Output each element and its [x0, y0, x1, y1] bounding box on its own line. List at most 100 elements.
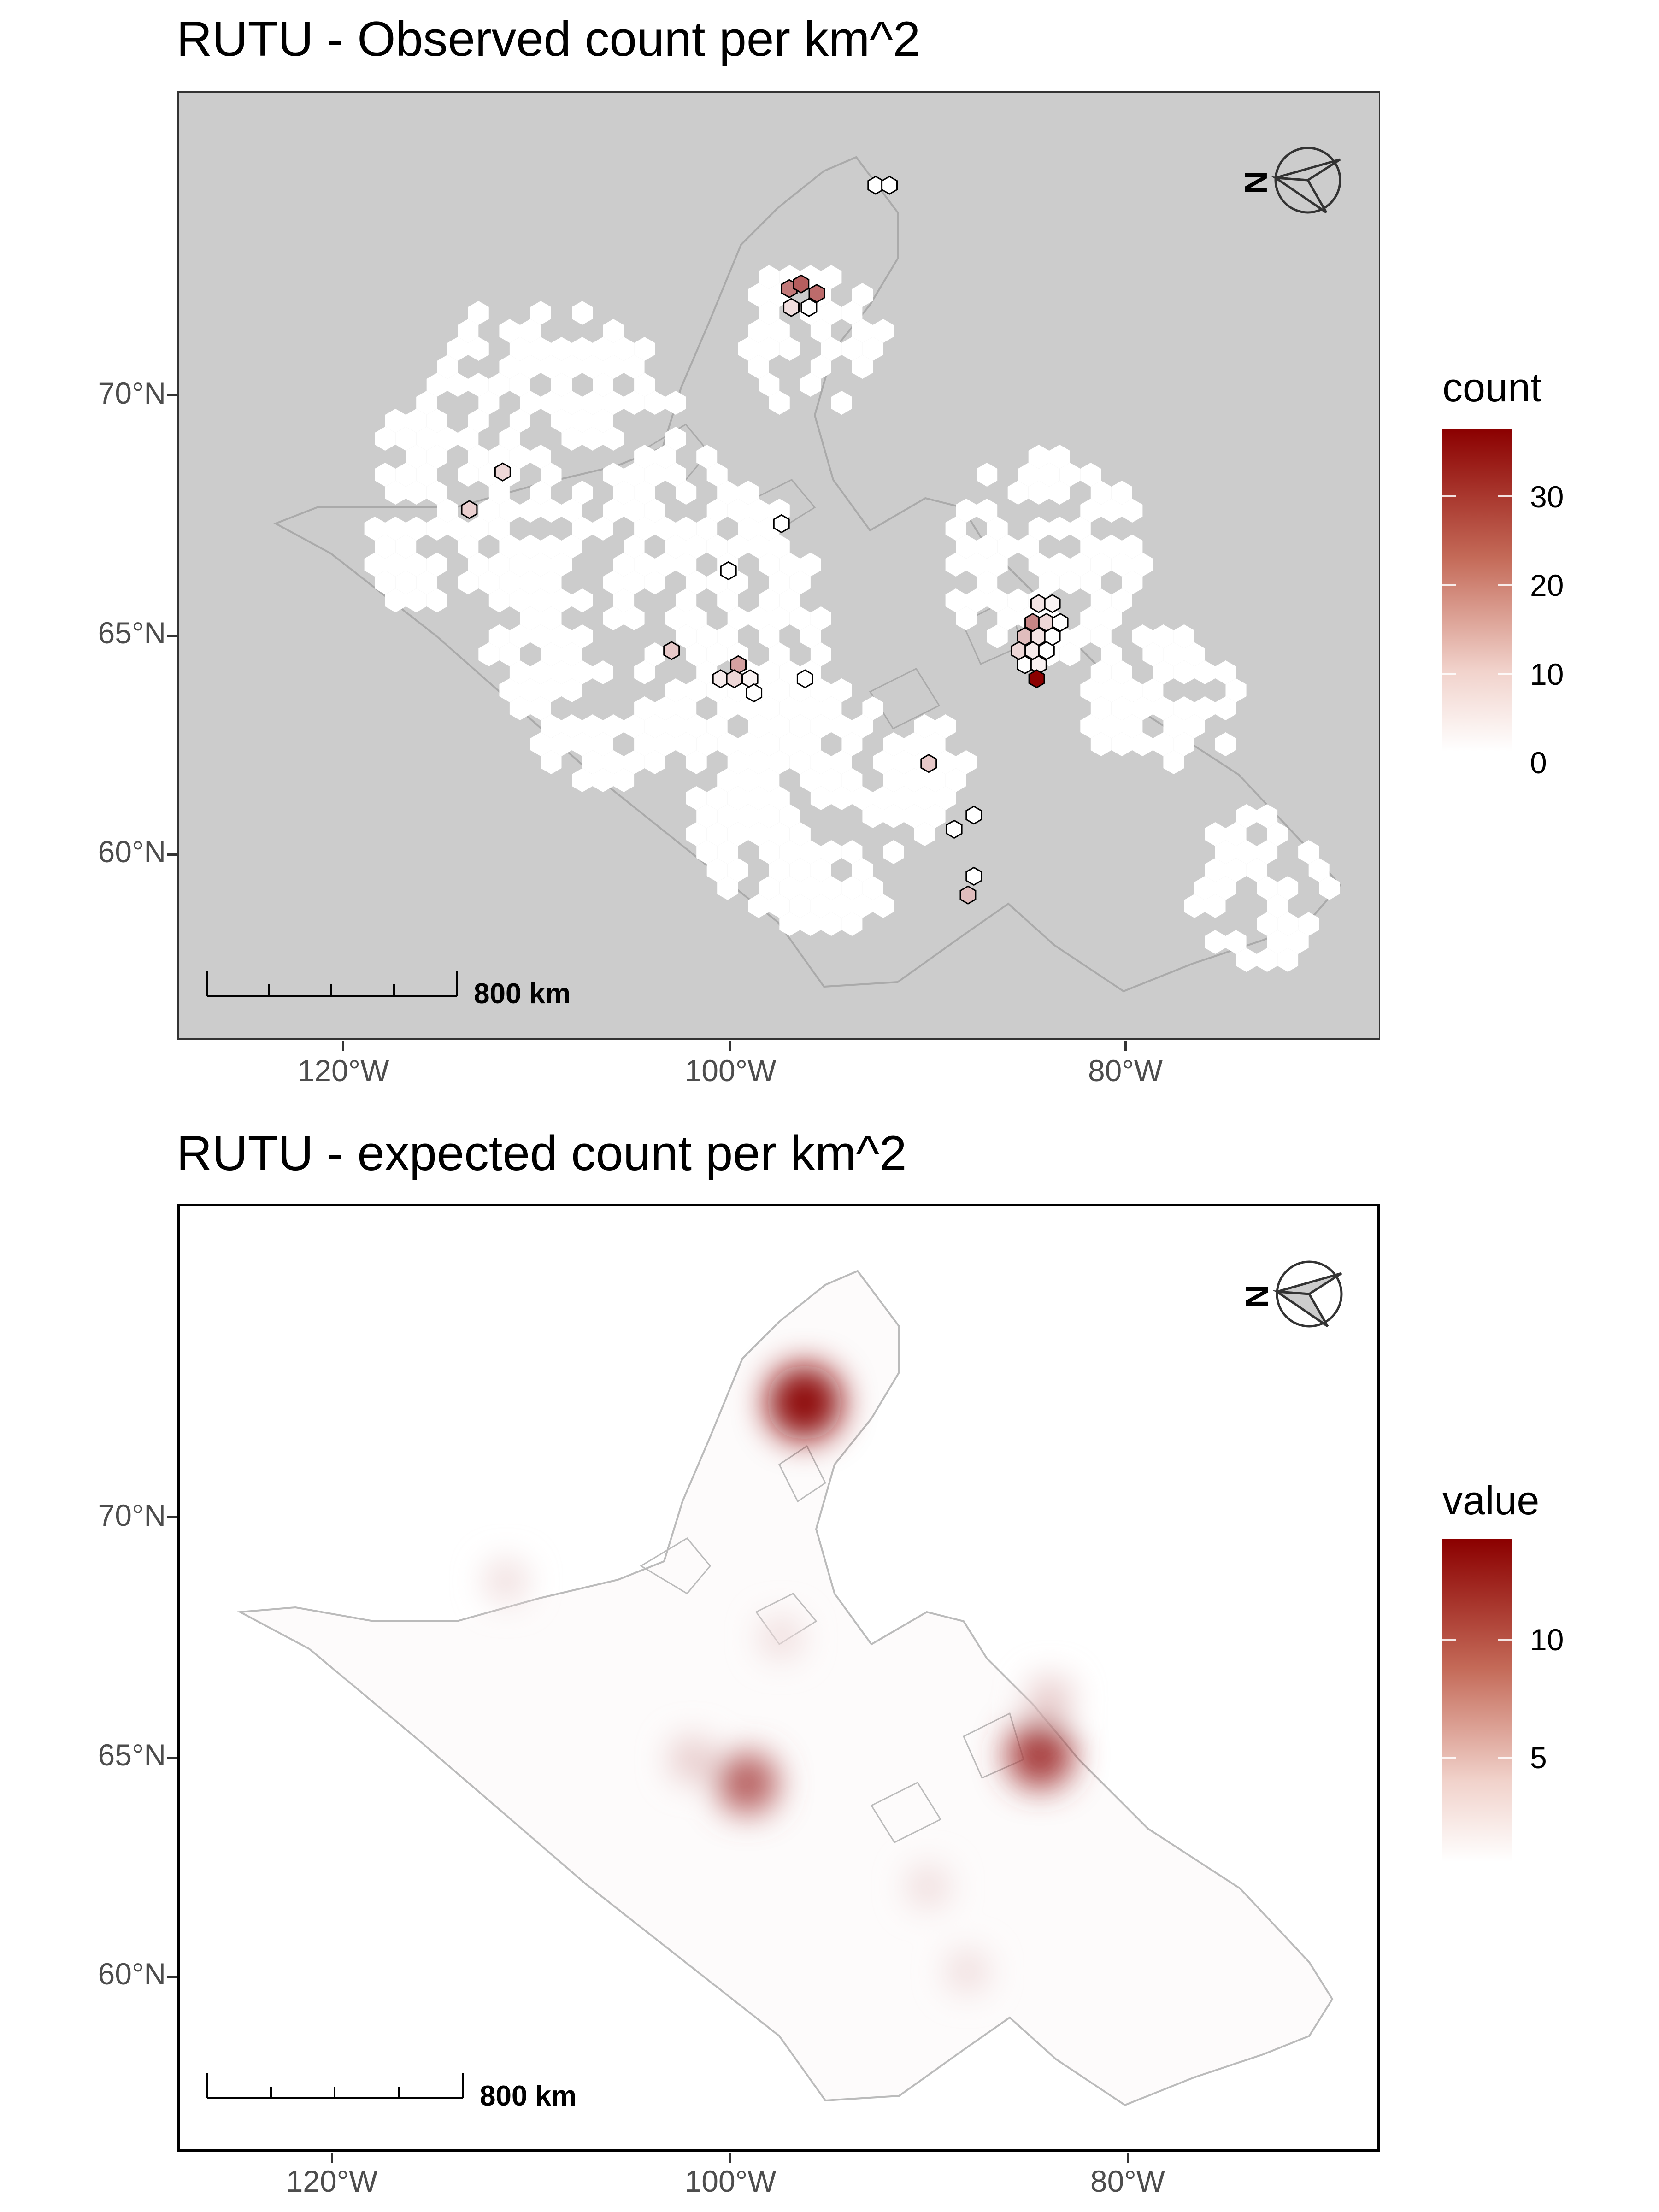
y-tick-label: 70°N — [98, 376, 166, 410]
survey-cell — [1111, 481, 1132, 505]
survey-cell — [520, 391, 541, 415]
survey-cell — [841, 840, 863, 864]
expected-hotspot — [670, 1737, 715, 1783]
survey-cell — [1049, 553, 1070, 577]
legend-tick — [1498, 584, 1512, 586]
survey-cell — [1101, 678, 1122, 702]
survey-cell — [821, 840, 842, 864]
expected-hotspot — [946, 1950, 989, 1993]
survey-cell — [582, 427, 603, 451]
survey-cell — [530, 660, 551, 684]
survey-cell — [1018, 463, 1039, 487]
survey-cell — [1194, 876, 1215, 900]
survey-cell — [530, 732, 551, 756]
survey-cell — [904, 804, 925, 828]
legend-tick — [1498, 673, 1512, 675]
survey-cell — [375, 571, 396, 594]
survey-cell — [759, 265, 780, 289]
survey-cell — [748, 355, 769, 379]
survey-cell — [748, 319, 769, 343]
survey-cell — [551, 624, 572, 648]
survey-cell — [395, 535, 417, 559]
survey-cell — [572, 624, 593, 648]
survey-cell — [727, 786, 748, 810]
survey-cell — [706, 535, 728, 559]
survey-cell — [727, 750, 748, 774]
survey-cell — [1039, 571, 1060, 594]
survey-cell — [603, 355, 624, 379]
survey-cell — [1215, 732, 1236, 756]
survey-cell — [738, 337, 759, 361]
survey-cell — [1277, 912, 1299, 936]
survey-cell — [810, 355, 831, 379]
survey-cell — [1153, 732, 1174, 756]
expected-map-panel[interactable]: N 800 km — [177, 1204, 1380, 2152]
survey-cell — [478, 463, 500, 487]
legend-colorbar — [1442, 1539, 1512, 1862]
survey-cell — [634, 696, 655, 720]
observed-cell — [793, 274, 810, 294]
survey-cell — [706, 858, 728, 882]
survey-cell — [987, 588, 1008, 612]
survey-cell — [499, 642, 520, 666]
survey-cell — [499, 427, 520, 451]
observed-cell — [867, 176, 884, 195]
survey-cell — [665, 606, 686, 630]
survey-cell — [727, 499, 748, 523]
survey-cell — [1090, 588, 1112, 612]
survey-cell — [1059, 571, 1081, 594]
survey-cell — [447, 517, 468, 541]
survey-cell — [810, 894, 831, 918]
survey-cell — [572, 768, 593, 792]
north-label: N — [1238, 171, 1274, 194]
survey-cell — [509, 660, 530, 684]
survey-cell — [759, 732, 780, 756]
survey-cell — [395, 571, 417, 594]
x-tick — [729, 2153, 731, 2163]
survey-cell — [1205, 858, 1226, 882]
survey-cell — [935, 750, 956, 774]
survey-cell — [748, 894, 769, 918]
survey-cell — [1225, 678, 1247, 702]
survey-cell — [1101, 606, 1122, 630]
survey-cell — [748, 822, 769, 846]
survey-cell — [655, 696, 676, 720]
survey-cell — [406, 588, 427, 612]
survey-cell — [509, 409, 530, 433]
survey-cell — [634, 337, 655, 361]
survey-cell — [499, 678, 520, 702]
survey-cell — [582, 750, 603, 774]
observed-cell — [746, 683, 763, 703]
survey-cell — [644, 642, 665, 666]
survey-cell — [789, 894, 811, 918]
survey-cell — [561, 678, 582, 702]
observed-cell — [712, 669, 729, 688]
survey-cell — [1153, 660, 1174, 684]
survey-cell — [1215, 660, 1236, 684]
survey-cell — [437, 427, 458, 451]
survey-cell — [488, 445, 510, 469]
survey-cell — [520, 499, 541, 523]
survey-cell — [779, 876, 800, 900]
survey-cell — [676, 481, 697, 505]
survey-cell — [385, 409, 406, 433]
survey-cell — [686, 786, 707, 810]
survey-cell — [862, 696, 883, 720]
survey-cell — [426, 445, 447, 469]
survey-cell — [385, 481, 406, 505]
observed-map-panel[interactable]: N 800 km — [177, 91, 1380, 1040]
legend-colorbar — [1442, 429, 1512, 751]
observed-cell — [800, 298, 818, 317]
survey-cell — [406, 553, 427, 577]
y-tick — [167, 635, 177, 637]
survey-cell — [966, 553, 987, 577]
survey-cell — [603, 391, 624, 415]
survey-cell — [1122, 535, 1143, 559]
survey-cell — [759, 301, 780, 325]
x-tick-label: 120°W — [286, 2164, 378, 2198]
observed-cell — [663, 641, 680, 660]
survey-cell — [665, 391, 686, 415]
survey-cell — [696, 732, 718, 756]
observed-cell — [959, 885, 977, 905]
survey-cell — [873, 894, 894, 918]
